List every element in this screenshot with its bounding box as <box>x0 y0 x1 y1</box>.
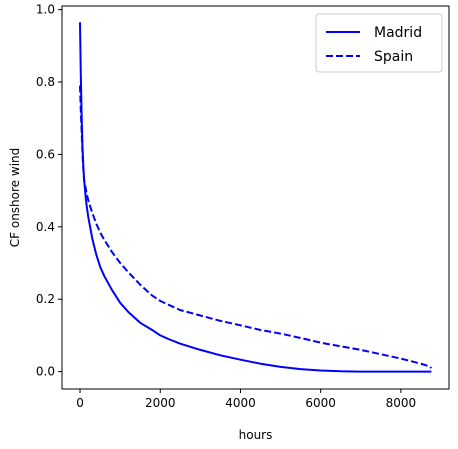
series-line-madrid <box>79 22 432 373</box>
legend-label-madrid: Madrid <box>374 25 422 41</box>
x-axis-label: hours <box>239 428 273 442</box>
y-axis-label: CF onshore wind <box>8 148 22 247</box>
y-tick-label: 0.4 <box>36 220 55 234</box>
x-tick-label: 8000 <box>386 396 417 410</box>
legend-box <box>315 13 443 73</box>
x-tick-label: 6000 <box>305 396 336 410</box>
y-tick-label: 0.6 <box>36 147 55 161</box>
legend: Madrid Spain <box>315 13 443 73</box>
y-tick-label: 1.0 <box>36 3 55 17</box>
y-ticks: 0.0 0.2 0.4 0.6 0.8 1.0 <box>36 3 62 379</box>
legend-label-spain: Spain <box>374 49 413 65</box>
y-tick-label: 0.2 <box>36 292 55 306</box>
plot-lines <box>79 22 432 373</box>
plot-frame <box>61 5 450 390</box>
y-tick-label: 0.8 <box>36 75 55 89</box>
series-line-spain <box>79 85 432 369</box>
x-ticks: 0 2000 4000 6000 8000 <box>76 389 416 410</box>
y-tick-label: 0.0 <box>36 365 55 379</box>
x-tick-label: 4000 <box>225 396 256 410</box>
x-tick-label: 0 <box>76 396 84 410</box>
x-tick-label: 2000 <box>145 396 176 410</box>
